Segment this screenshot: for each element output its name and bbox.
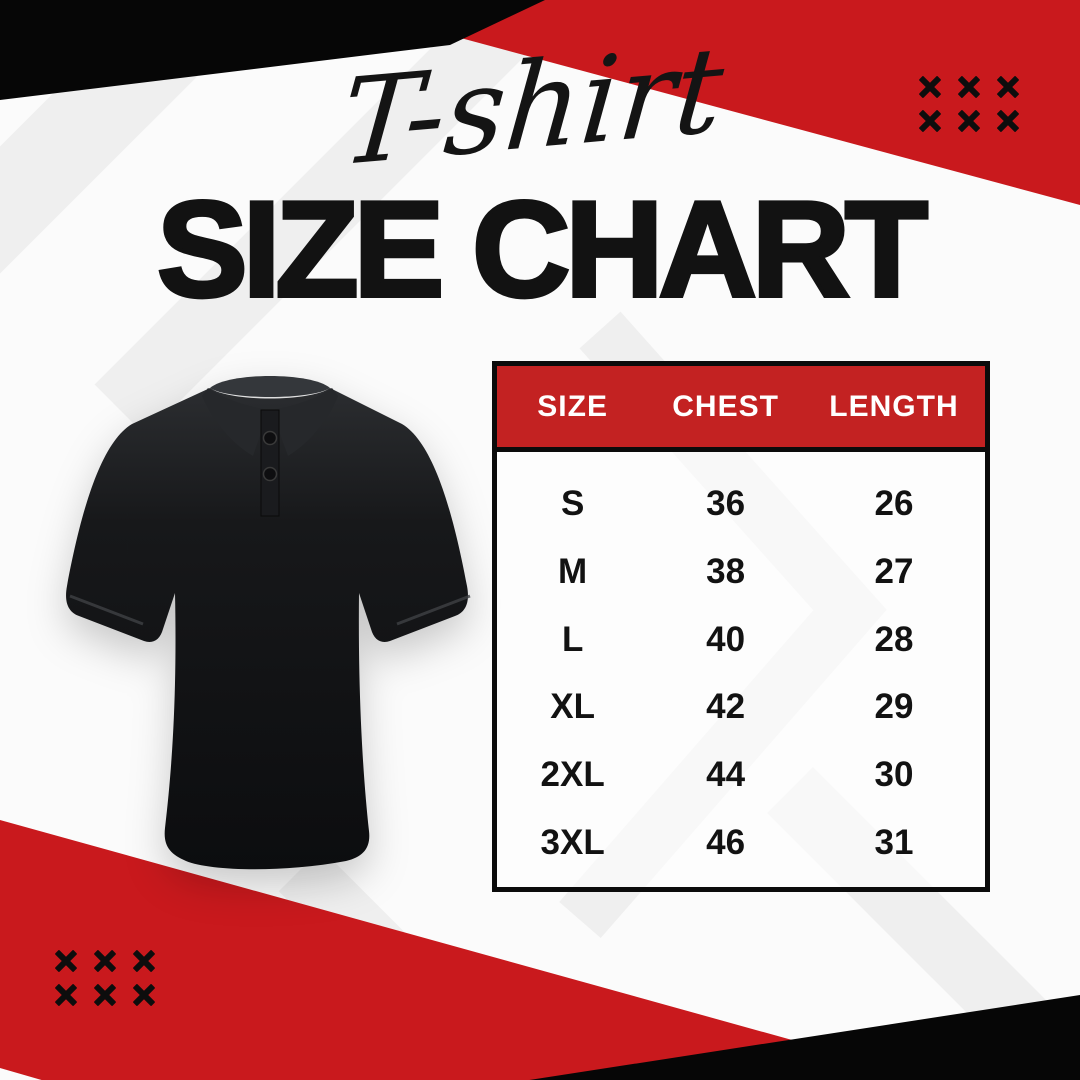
x-mark-icon [133,950,155,972]
cell-size: M [558,551,588,591]
x-mark-icon [133,984,155,1006]
tshirt-collar-right [271,388,338,456]
table-row: 3XL 46 31 [497,823,985,863]
table-row: M 38 27 [497,552,985,592]
tshirt-button [262,466,278,482]
top-left-black-wedge [0,0,545,100]
cell-chest: 44 [706,755,746,795]
cell-length: 26 [874,483,914,523]
x-mark-icon [997,110,1019,132]
x-mark-icon [94,950,116,972]
cell-chest: 36 [706,483,746,523]
tshirt-placket [260,409,280,517]
x-mark-icon [958,76,980,98]
cell-size: 3XL [540,823,605,863]
tshirt-collar-stand [210,376,330,397]
cell-length: 30 [874,755,914,795]
cell-length: 27 [874,551,914,591]
table-header-row: SIZE CHEST LENGTH [497,366,985,452]
bottom-right-black-wedge [529,995,1080,1080]
column-header-size: SIZE [537,389,608,423]
top-right-red-triangle [320,0,1080,205]
page-title: SIZE CHART [155,173,930,325]
tshirt-image [66,376,471,870]
column-header-chest: CHEST [672,389,779,423]
bottom-left-red-band [0,820,936,1080]
tshirt-cuff-seams [69,594,471,626]
size-chart-table: SIZE CHEST LENGTH S 36 26 M 38 27 L 40 2… [492,361,990,892]
x-mark-icon [919,110,941,132]
cell-chest: 42 [706,687,746,727]
x-mark-icon [55,950,77,972]
cell-size: L [561,619,584,659]
cell-length: 29 [874,687,914,727]
table-row: S 36 26 [497,484,985,524]
cell-size: 2XL [540,755,605,795]
x-mark-icon [958,110,980,132]
table-body: S 36 26 M 38 27 L 40 28 XL 42 29 2XL 44 [497,452,985,895]
cell-size: XL [550,687,595,727]
x-marks-top-right [919,76,1019,132]
table-row: 2XL 44 30 [497,755,985,795]
x-marks-bottom-left [55,950,155,1006]
column-header-length: LENGTH [829,389,959,423]
cell-chest: 40 [706,619,746,659]
table-row: XL 42 29 [497,687,985,727]
cell-length: 28 [874,619,914,659]
tshirt-button [262,430,278,446]
cell-chest: 38 [706,551,746,591]
x-mark-icon [55,984,77,1006]
x-mark-icon [997,76,1019,98]
cell-chest: 46 [706,823,746,863]
tshirt-body [66,388,468,870]
x-mark-icon [94,984,116,1006]
cell-length: 31 [874,823,914,863]
cell-size: S [560,483,585,523]
x-mark-icon [919,76,941,98]
table-row: L 40 28 [497,620,985,660]
tshirt-collar-left [202,388,269,456]
